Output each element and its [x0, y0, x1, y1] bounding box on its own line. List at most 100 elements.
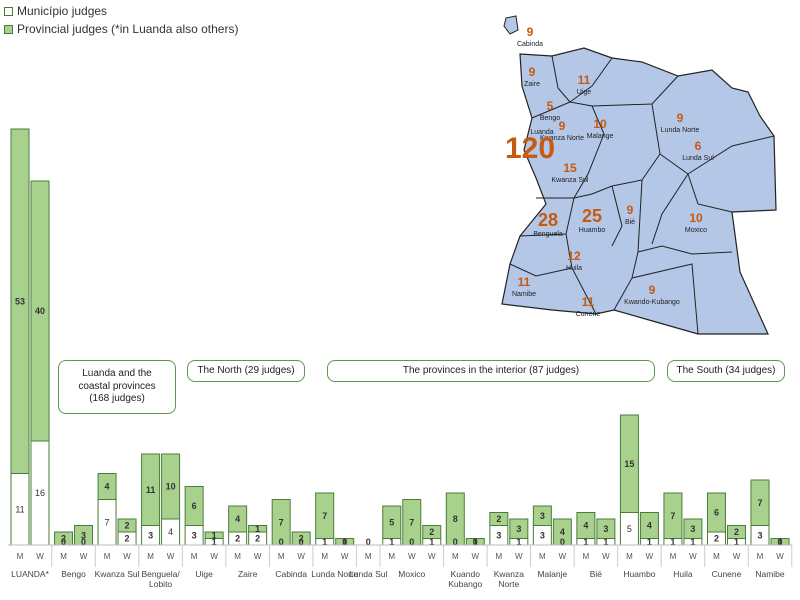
- tick-label-sex: M: [495, 552, 502, 561]
- data-label-municipio: 0: [81, 537, 86, 547]
- map-value-judges: 28: [538, 210, 558, 230]
- group-label-north: The North (29 judges): [187, 360, 305, 382]
- map-province-border: [637, 245, 733, 255]
- bar-provincial: [422, 525, 442, 539]
- tick-label-sex: M: [626, 552, 633, 561]
- data-label-municipio: 0: [473, 537, 478, 547]
- map-value-judges: 9: [649, 283, 656, 297]
- data-label-municipio: 1: [670, 537, 675, 547]
- data-label-municipio: 4: [168, 527, 173, 537]
- map-value-judges: 9: [627, 203, 634, 217]
- map-province-border: [531, 101, 571, 119]
- map-value-judges: 11: [578, 73, 591, 87]
- legend-label-provincial: Provincial judges (*in Luanda also other…: [17, 22, 239, 36]
- map-province-border: [573, 133, 605, 199]
- tick-label-province: Norte: [498, 579, 519, 589]
- data-label-provincial: 53: [15, 296, 25, 306]
- map-label-province: Cabinda: [517, 41, 543, 48]
- tick-label-province: Zaire: [238, 569, 258, 579]
- data-label-provincial: 4: [105, 482, 110, 492]
- tick-label-province: Huila: [673, 569, 693, 579]
- bar-provincial: [161, 453, 181, 520]
- bar-provincial: [228, 505, 248, 533]
- data-label-provincial: 7: [279, 517, 284, 527]
- tick-label-sex: M: [539, 552, 546, 561]
- tick-label-province: Lunda Norte: [311, 569, 358, 579]
- map-value-judges: 9: [527, 25, 534, 39]
- group-label-interior: The provinces in the interior (87 judges…: [327, 360, 655, 382]
- bar-provincial: [489, 512, 509, 526]
- bar-provincial: [117, 518, 137, 533]
- bar-provincial: [619, 414, 639, 513]
- data-label-municipio: 0: [366, 537, 371, 547]
- data-label-municipio: 1: [322, 537, 327, 547]
- tick-label-sex: M: [713, 552, 720, 561]
- legend-swatch-municipio: [4, 6, 13, 16]
- data-label-provincial: 1: [342, 537, 347, 547]
- map-label-province: Namibe: [512, 291, 536, 298]
- tick-label-province: Kwanza: [494, 569, 525, 579]
- data-label-municipio: 0: [777, 537, 782, 547]
- bar-provincial: [97, 473, 117, 500]
- map-value-judges: 9: [559, 119, 566, 133]
- data-label-provincial: 1: [777, 537, 782, 547]
- tick-label-sex: W: [123, 552, 131, 561]
- map-label-province: Lunda Norte: [661, 127, 700, 134]
- data-label-provincial: 2: [61, 534, 66, 544]
- data-label-municipio: 1: [583, 537, 588, 547]
- data-label-provincial: 1: [473, 537, 478, 547]
- legend-municipio: Município judges: [4, 4, 107, 18]
- tick-label-province: Bié: [590, 569, 603, 579]
- tick-label-sex: W: [408, 552, 416, 561]
- map-label-province: Lunda Sul: [682, 155, 714, 162]
- tick-label-sex: W: [341, 552, 349, 561]
- tick-label-sex: M: [583, 552, 590, 561]
- tick-label-province: Kuando: [451, 569, 481, 579]
- data-label-municipio: 1: [734, 537, 739, 547]
- data-label-provincial: 4: [583, 521, 588, 531]
- data-label-municipio: 0: [61, 537, 66, 547]
- bar-provincial: [596, 518, 616, 539]
- data-label-provincial: 4: [235, 514, 240, 524]
- tick-label-sex: M: [278, 552, 285, 561]
- tick-label-sex: W: [210, 552, 218, 561]
- bar-provincial: [663, 492, 683, 539]
- map-province-border: [651, 173, 689, 245]
- tick-label-sex: W: [80, 552, 88, 561]
- data-label-provincial: 5: [389, 517, 394, 527]
- data-label-municipio: 0: [342, 537, 347, 547]
- tick-label-province: Uige: [195, 569, 213, 579]
- data-label-provincial: 2: [734, 527, 739, 537]
- tick-label-sex: W: [559, 552, 567, 561]
- map-value-judges: 12: [567, 249, 581, 263]
- map-value-judges: 5: [547, 99, 554, 113]
- data-label-provincial: 4: [560, 527, 565, 537]
- data-label-provincial: 7: [409, 517, 414, 527]
- data-label-provincial: 2: [429, 527, 434, 537]
- bar-provincial: [382, 505, 402, 539]
- data-label-provincial: 3: [516, 524, 521, 534]
- tick-label-province: Bengo: [61, 569, 86, 579]
- tick-label-province: Kwanza Sul: [95, 569, 140, 579]
- tick-label-sex: W: [428, 552, 436, 561]
- bar-provincial: [248, 525, 268, 533]
- tick-label-sex: M: [191, 552, 198, 561]
- tick-label-sex: M: [17, 552, 24, 561]
- map-value-judges: 9: [529, 65, 536, 79]
- map-province-border: [687, 135, 775, 175]
- map-label-province: Huila: [566, 265, 582, 272]
- legend-swatch-provincial: [4, 24, 13, 34]
- data-label-municipio: 3: [540, 530, 545, 540]
- data-label-provincial: 11: [146, 485, 156, 495]
- tick-label-sex: W: [167, 552, 175, 561]
- data-label-municipio: 2: [255, 534, 260, 544]
- tick-label-sex: W: [472, 552, 480, 561]
- tick-label-sex: M: [670, 552, 677, 561]
- data-label-municipio: 1: [516, 537, 521, 547]
- tick-label-sex: W: [602, 552, 610, 561]
- group-label-south: The South (34 judges): [667, 360, 785, 382]
- tick-label-province: Cunene: [712, 569, 742, 579]
- bar-provincial: [141, 453, 161, 526]
- map-label-province: Uige: [577, 89, 592, 96]
